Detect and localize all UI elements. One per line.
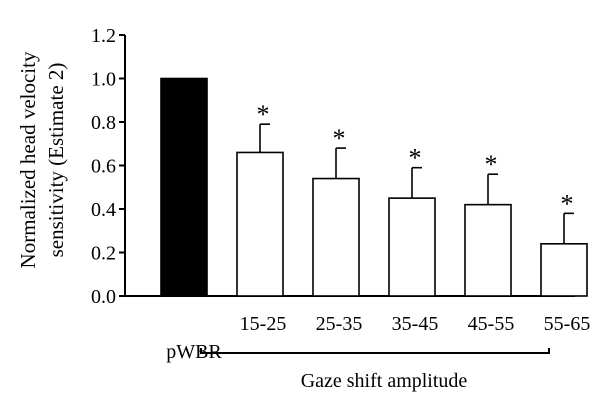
category-label: 35-45 xyxy=(392,313,439,335)
significance-marker-25-35: * xyxy=(333,124,346,153)
y-axis-title-line-2: sensitivity (Estimate 2) xyxy=(44,63,68,258)
category-label: pWBR xyxy=(166,341,222,363)
category-label: 15-25 xyxy=(240,313,287,335)
bar-55-65 xyxy=(540,243,588,297)
plot-area: 0.0 0.2 0.4 0.6 0.8 1.0 1.2 pWBR * 15-25 * 25-35 * 35… xyxy=(91,25,590,363)
x-axis-group: Gaze shift amplitude xyxy=(200,348,550,392)
x-axis-group-bracket xyxy=(200,348,550,354)
y-tick-label: 0.2 xyxy=(91,243,116,265)
category-label: 55-65 xyxy=(544,313,591,335)
y-tick-label: 0.4 xyxy=(91,199,116,221)
significance-marker-45-55: * xyxy=(485,150,498,179)
y-tick-label: 0.0 xyxy=(91,286,116,308)
category-label: 45-55 xyxy=(468,313,515,335)
bar-25-35 xyxy=(312,177,360,297)
x-axis-title: Gaze shift amplitude xyxy=(301,370,468,392)
y-tick-label: 1.2 xyxy=(91,25,116,47)
bar-pWBR xyxy=(160,77,208,297)
bar-35-45 xyxy=(388,197,436,297)
bar-15-25 xyxy=(236,151,284,297)
y-axis-title: Normalized head velocity sensitivity (Es… xyxy=(16,51,68,268)
y-tick-label: 0.8 xyxy=(91,112,116,134)
bar-45-55 xyxy=(464,203,512,297)
category-label: 25-35 xyxy=(316,313,363,335)
y-tick-label: 0.6 xyxy=(91,156,116,178)
significance-marker-15-25: * xyxy=(257,100,270,129)
y-axis-title-line-1: Normalized head velocity xyxy=(16,51,40,268)
y-tick-label: 1.0 xyxy=(91,69,116,91)
significance-marker-35-45: * xyxy=(409,144,422,173)
significance-marker-55-65: * xyxy=(561,189,574,218)
